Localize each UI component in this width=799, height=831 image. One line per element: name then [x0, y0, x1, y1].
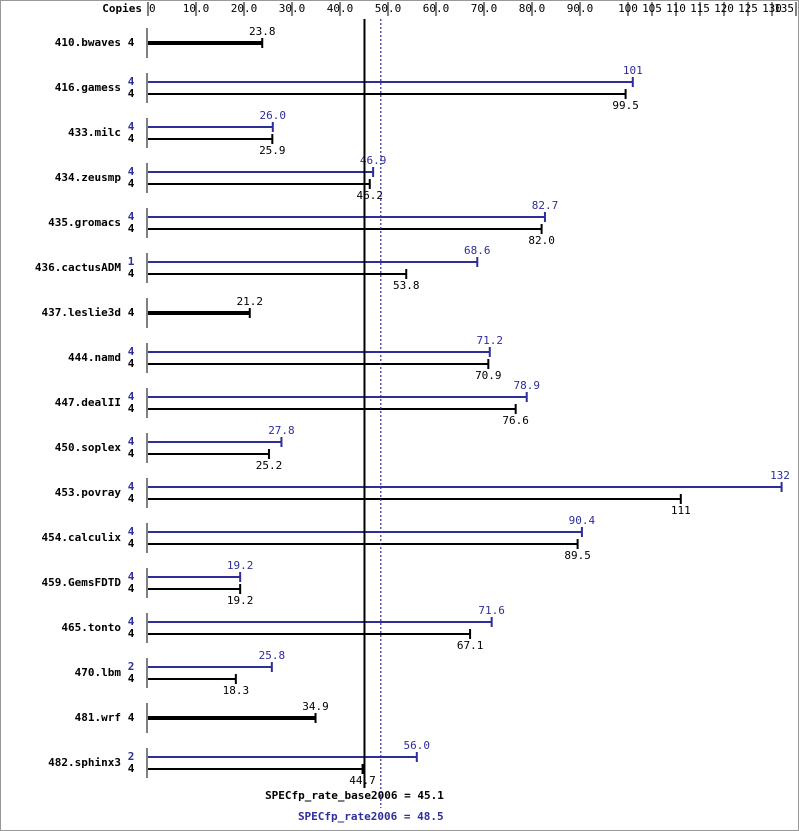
benchmark-label: 447.dealII [55, 396, 121, 409]
reference-name: SPECfp_rate2006 = [298, 810, 411, 823]
copies: 4 [128, 435, 135, 448]
value-label: 71.6 [478, 604, 505, 617]
copies: 4 [128, 480, 135, 493]
copies: 4 [128, 672, 135, 685]
value-label: 67.1 [457, 639, 484, 652]
copies: 4 [128, 570, 135, 583]
reference-name: SPECfp_rate_base2006 = [265, 789, 411, 802]
copies: 4 [128, 525, 135, 538]
copies: 2 [128, 750, 135, 763]
value-label: 23.8 [249, 25, 276, 38]
benchmark-label: 437.leslie3d [42, 306, 121, 319]
benchmark-label: 450.soplex [55, 441, 122, 454]
value-label: 25.8 [259, 649, 286, 662]
copies: 4 [128, 165, 135, 178]
copies: 1 [128, 255, 135, 268]
value-label: 78.9 [513, 379, 540, 392]
benchmark-label: 435.gromacs [48, 216, 121, 229]
value-label: 70.9 [475, 369, 502, 382]
value-label: 19.2 [227, 559, 254, 572]
copies: 4 [128, 711, 135, 724]
x-tick-label: 135 [774, 2, 794, 15]
copies: 4 [128, 762, 135, 775]
reference-value: 48.5 [417, 810, 444, 823]
benchmark-label: 416.gamess [55, 81, 121, 94]
copies: 2 [128, 660, 135, 673]
copies: 4 [128, 267, 135, 280]
copies: 4 [128, 87, 135, 100]
copies: 4 [128, 345, 135, 358]
copies: 4 [128, 120, 135, 133]
copies: 4 [128, 615, 135, 628]
x-tick-label: 0 [149, 2, 156, 15]
reference-label: SPECfp_rate2006 = 48.5 [298, 810, 444, 823]
value-label: 82.0 [528, 234, 555, 247]
value-label: 111 [671, 504, 691, 517]
value-label: 26.0 [260, 109, 287, 122]
copies: 4 [128, 75, 135, 88]
benchmark-label: 410.bwaves [55, 36, 121, 49]
copies: 4 [128, 132, 135, 145]
copies-header: Copies [102, 2, 142, 15]
value-label: 101 [623, 64, 643, 77]
copies: 4 [128, 210, 135, 223]
value-label: 25.9 [259, 144, 286, 157]
value-label: 76.6 [502, 414, 529, 427]
reference-value: 45.1 [417, 789, 444, 802]
copies: 4 [128, 492, 135, 505]
copies: 4 [128, 627, 135, 640]
benchmark-label: 454.calculix [42, 531, 122, 544]
copies: 4 [128, 306, 135, 319]
copies: 4 [128, 177, 135, 190]
copies: 4 [128, 357, 135, 370]
value-label: 34.9 [302, 700, 329, 713]
value-label: 71.2 [477, 334, 504, 347]
value-label: 68.6 [464, 244, 491, 257]
copies: 4 [128, 402, 135, 415]
value-label: 27.8 [268, 424, 295, 437]
value-label: 19.2 [227, 594, 254, 607]
copies: 4 [128, 222, 135, 235]
copies: 4 [128, 447, 135, 460]
value-label: 46.2 [357, 189, 384, 202]
value-label: 53.8 [393, 279, 420, 292]
benchmark-label: 433.milc [68, 126, 121, 139]
reference-label: SPECfp_rate_base2006 = 45.1 [265, 789, 444, 802]
value-label: 25.2 [256, 459, 283, 472]
value-label: 132 [770, 469, 790, 482]
value-label: 44.7 [349, 774, 376, 787]
copies: 4 [128, 390, 135, 403]
benchmark-label: 444.namd [68, 351, 121, 364]
copies: 4 [128, 537, 135, 550]
value-label: 46.9 [360, 154, 387, 167]
value-label: 89.5 [564, 549, 591, 562]
benchmark-label: 453.povray [55, 486, 122, 499]
value-label: 21.2 [237, 295, 264, 308]
benchmark-label: 436.cactusADM [35, 261, 121, 274]
benchmark-label: 482.sphinx3 [48, 756, 121, 769]
value-label: 90.4 [569, 514, 596, 527]
benchmark-label: 434.zeusmp [55, 171, 122, 184]
value-label: 82.7 [532, 199, 559, 212]
copies: 4 [128, 582, 135, 595]
value-label: 99.5 [612, 99, 639, 112]
benchmark-label: 465.tonto [61, 621, 121, 634]
benchmark-label: 481.wrf [75, 711, 121, 724]
value-label: 18.3 [223, 684, 250, 697]
benchmark-label: 470.lbm [75, 666, 122, 679]
value-label: 56.0 [404, 739, 431, 752]
benchmark-label: 459.GemsFDTD [42, 576, 122, 589]
copies: 4 [128, 36, 135, 49]
